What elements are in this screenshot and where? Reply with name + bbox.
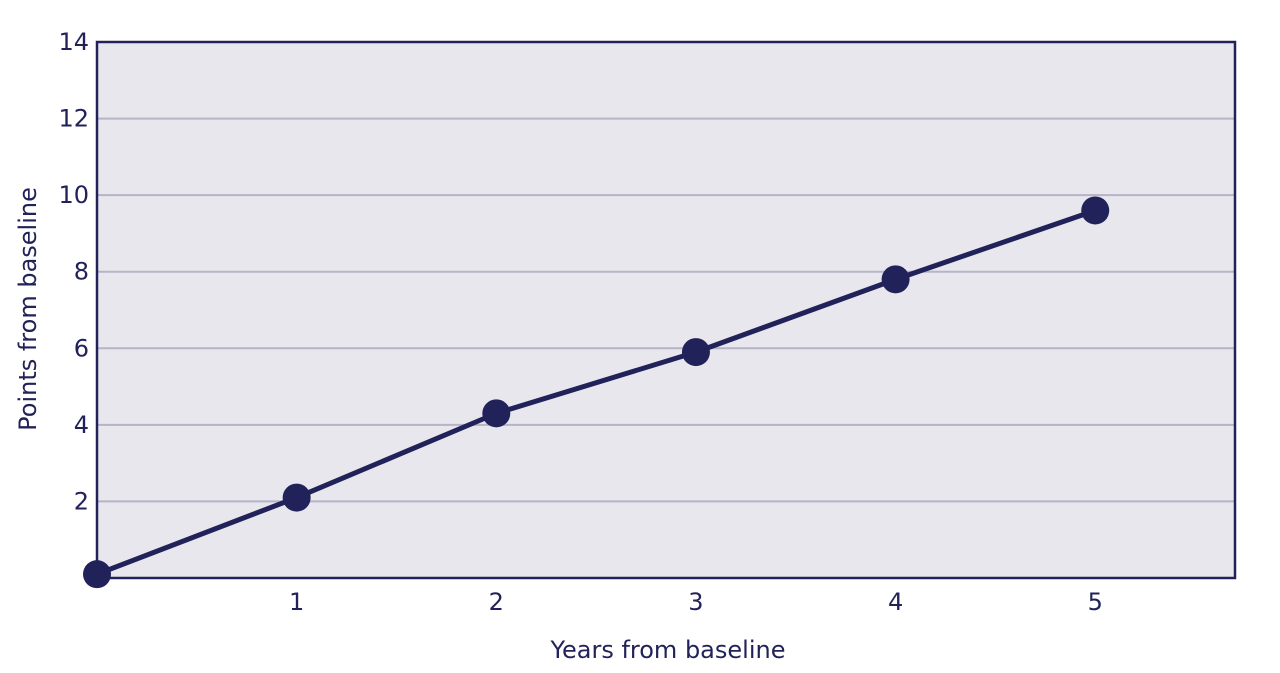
y-tick-label: 2 — [74, 487, 89, 515]
gridlines — [97, 117, 1235, 503]
x-axis-title: Years from baseline — [550, 636, 786, 664]
data-point — [681, 338, 710, 367]
x-tick-labels: 1 2 3 4 5 — [289, 588, 1103, 616]
y-tick-labels: 2 4 6 8 10 12 14 — [58, 28, 89, 515]
y-tick-label: 12 — [58, 105, 89, 133]
axes — [95, 40, 1237, 580]
plot-frame — [95, 40, 1237, 580]
y-tick-label: 6 — [74, 334, 89, 362]
data-series — [83, 196, 1110, 589]
y-tick-label: 8 — [74, 258, 89, 286]
data-point — [282, 483, 311, 512]
data-point — [881, 265, 910, 294]
data-point — [83, 560, 111, 589]
data-point — [1081, 196, 1110, 225]
y-tick-label: 14 — [58, 28, 89, 56]
y-tick-label: 10 — [58, 181, 89, 209]
x-tick-label: 2 — [489, 588, 504, 616]
y-tick-label: 4 — [74, 411, 89, 439]
plot-area — [97, 42, 1235, 578]
data-point — [482, 399, 511, 428]
y-axis-title: Points from baseline — [14, 187, 42, 431]
x-tick-label: 4 — [888, 588, 903, 616]
x-tick-label: 3 — [688, 588, 703, 616]
series-line — [96, 208, 1097, 577]
x-tick-label: 5 — [1088, 588, 1103, 616]
x-tick-label: 1 — [289, 588, 304, 616]
